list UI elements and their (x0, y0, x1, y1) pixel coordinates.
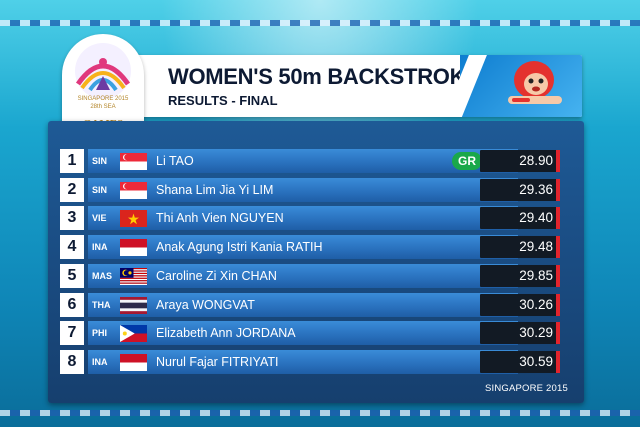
athlete-name: Araya WONGVAT (156, 297, 255, 312)
footer-location: SINGAPORE 2015 (484, 383, 568, 394)
athlete-bar (88, 177, 518, 202)
rank-number: 8 (60, 349, 84, 374)
country-code: SIN (92, 184, 108, 195)
country-code: VIE (92, 213, 107, 224)
rank-number: 2 (60, 177, 84, 202)
athlete-name: Anak Agung Istri Kania RATIH (156, 240, 323, 255)
time-box (480, 264, 558, 287)
vietnam-flag-icon (120, 210, 147, 228)
country-code: THA (92, 299, 111, 310)
rank-number: 6 (60, 292, 84, 317)
sea-games-logo: SINGAPORE 2015 28th SEA GAMES (62, 34, 144, 138)
athlete-bar (88, 321, 518, 346)
athlete-name: Shana Lim Jia Yi LIM (156, 182, 274, 197)
event-subtitle: RESULTS - FINAL (168, 93, 278, 108)
finish-time: 29.40 (519, 210, 553, 226)
lane-rope (0, 20, 640, 26)
athlete-bar (88, 149, 518, 173)
athlete-bar (88, 235, 518, 260)
finish-time: 29.85 (519, 267, 553, 283)
time-accent (556, 293, 560, 316)
philippines-flag-icon (120, 325, 147, 343)
country-code: INA (92, 242, 108, 253)
rank-number: 7 (60, 321, 84, 346)
finish-time: 30.26 (519, 296, 553, 312)
country-code: PHI (92, 328, 108, 339)
athlete-name: Nurul Fajar FITRIYATI (156, 354, 279, 369)
result-row: 1 SIN Li TAO GR 28.90 (60, 149, 568, 173)
event-header: WOMEN'S 50m BACKSTROKE RESULTS - FINAL (70, 55, 582, 117)
athlete-bar (88, 263, 518, 288)
result-row: 8 INA Nurul Fajar FITRIYATI 30.59 (60, 349, 568, 374)
finish-time: 28.90 (519, 153, 553, 168)
time-accent (556, 178, 560, 201)
time-accent (556, 322, 560, 345)
indonesia-flag-icon (120, 353, 147, 371)
time-accent (556, 236, 560, 259)
lane-rope (0, 410, 640, 416)
rank-number: 1 (60, 149, 84, 173)
finish-time: 30.29 (519, 325, 553, 341)
athlete-name: Thi Anh Vien NGUYEN (156, 211, 284, 226)
rank-number: 5 (60, 263, 84, 288)
athlete-bar (88, 206, 518, 231)
indonesia-flag-icon (120, 239, 147, 257)
result-row: 3 VIE Thi Anh Vien NGUYEN 29.40 (60, 206, 568, 231)
finish-time: 29.48 (519, 239, 553, 255)
logo-city: SINGAPORE 2015 (77, 96, 129, 102)
athlete-bar (88, 349, 518, 374)
result-row: 5 MAS Caroline Zi Xin CHAN 29.85 (60, 263, 568, 288)
time-box (480, 150, 558, 172)
result-row: 6 THA Araya WONGVAT 30.26 (60, 292, 568, 317)
malaysia-flag-icon (120, 267, 147, 285)
country-code: INA (92, 356, 108, 367)
country-code: MAS (92, 270, 112, 281)
singapore-flag-icon (120, 153, 147, 170)
result-row: 4 INA Anak Agung Istri Kania RATIH 29.48 (60, 235, 568, 260)
time-box (480, 178, 558, 201)
time-accent (556, 150, 560, 172)
mascot-lion-icon (508, 61, 562, 104)
games-record-badge: GR (452, 152, 482, 170)
time-box (480, 207, 558, 230)
rank-number: 3 (60, 206, 84, 231)
time-box (480, 322, 558, 345)
singapore-flag-icon (120, 181, 147, 199)
athlete-name: Caroline Zi Xin CHAN (156, 268, 277, 283)
time-box (480, 236, 558, 259)
time-box (480, 350, 558, 373)
time-box (480, 293, 558, 316)
result-row: 2 SIN Shana Lim Jia Yi LIM 29.36 (60, 177, 568, 202)
time-accent (556, 350, 560, 373)
event-title: WOMEN'S 50m BACKSTROKE (168, 64, 480, 89)
thailand-flag-icon (120, 296, 147, 314)
results-panel: 1 SIN Li TAO GR 28.90 2 SIN Shana Lim Jia Yi LI… (48, 121, 584, 403)
country-code: SIN (92, 156, 108, 166)
finish-time: 30.59 (519, 353, 553, 369)
athlete-name: Elizabeth Ann JORDANA (156, 326, 296, 341)
finish-time: 29.36 (519, 181, 553, 197)
result-row: 7 PHI Elizabeth Ann JORDANA 30.29 (60, 321, 568, 346)
time-accent (556, 207, 560, 230)
athlete-bar (88, 292, 518, 317)
sea-games-emblem-icon (75, 43, 131, 99)
logo-edition: 28th SEA (90, 104, 116, 110)
time-accent (556, 264, 560, 287)
rank-number: 4 (60, 235, 84, 260)
athlete-name: Li TAO (156, 154, 194, 168)
